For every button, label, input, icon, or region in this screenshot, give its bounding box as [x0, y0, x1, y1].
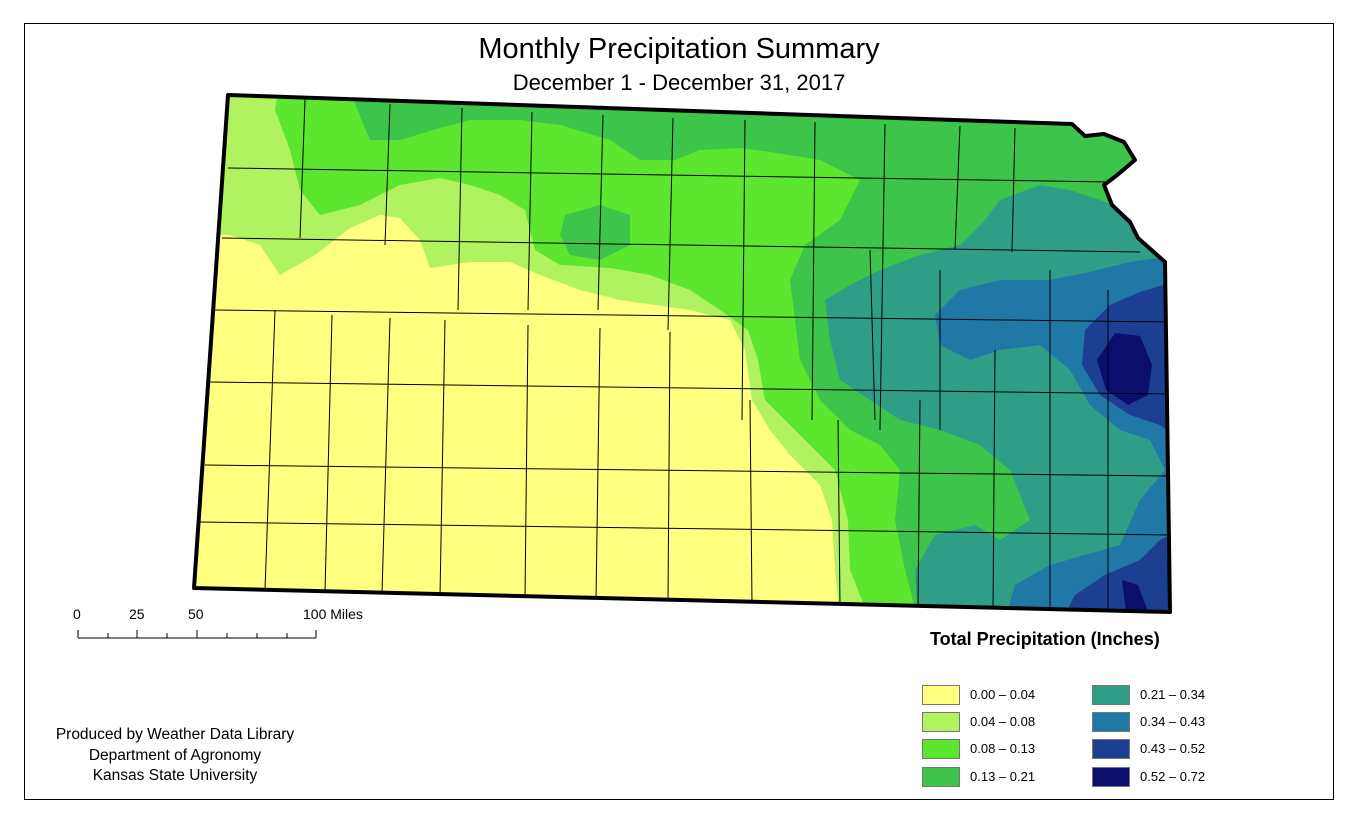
- scale-bar: [77, 630, 317, 639]
- legend-label: 0.13 – 0.21: [970, 769, 1036, 784]
- scale-label-50: 50: [188, 606, 204, 622]
- legend-label: 0.00 – 0.04: [970, 687, 1036, 702]
- scale-label-100: 100 Miles: [303, 606, 363, 622]
- legend-label: 0.43 – 0.52: [1140, 741, 1206, 756]
- legend-swatch: [1092, 739, 1130, 759]
- legend-item: 0.08 – 0.13: [922, 739, 1122, 761]
- legend-item: 0.52 – 0.72: [1092, 767, 1292, 789]
- zone-0.52-0.72-south: [1122, 580, 1148, 612]
- legend-swatch: [922, 685, 960, 705]
- scale-label-25: 25: [129, 606, 145, 622]
- legend-label: 0.21 – 0.34: [1140, 687, 1206, 702]
- credit-line: Produced by Weather Data Library: [55, 726, 295, 743]
- zone-0.52-0.72: [1097, 333, 1152, 405]
- credits: Produced by Weather Data Library Departm…: [30, 725, 320, 787]
- legend-swatch: [1092, 685, 1130, 705]
- legend-swatch: [922, 712, 960, 732]
- legend-swatch: [922, 739, 960, 759]
- scale-label-0: 0: [73, 606, 81, 622]
- legend-swatch: [1092, 767, 1130, 787]
- legend-label: 0.04 – 0.08: [970, 714, 1036, 729]
- map-frame: [24, 23, 1334, 800]
- legend-item: 0.04 – 0.08: [922, 712, 1122, 734]
- map-title: Monthly Precipitation Summary: [478, 33, 880, 65]
- legend-label: 0.34 – 0.43: [1140, 714, 1206, 729]
- zone-0.13-0.21: [345, 95, 1170, 612]
- legend-item: 0.21 – 0.34: [1092, 685, 1292, 707]
- legend-label: 0.08 – 0.13: [970, 741, 1036, 756]
- credit-line: Kansas State University: [92, 767, 258, 784]
- legend-label: 0.52 – 0.72: [1140, 769, 1206, 784]
- legend-swatch: [1092, 712, 1130, 732]
- legend-item: 0.34 – 0.43: [1092, 712, 1292, 734]
- zone-0.13-0.21-blob: [560, 205, 630, 260]
- precipitation-zones: [194, 95, 1170, 612]
- legend-item: 0.00 – 0.04: [922, 685, 1122, 707]
- legend-item: 0.43 – 0.52: [1092, 739, 1292, 761]
- legend-title: Total Precipitation (Inches): [930, 629, 1160, 649]
- legend-swatch: [922, 767, 960, 787]
- credit-line: Department of Agronomy: [88, 746, 262, 764]
- map-subtitle: December 1 - December 31, 2017: [512, 70, 846, 95]
- county-lines: [199, 99, 1169, 612]
- kansas-state-outline: [192, 93, 1172, 614]
- legend-item: 0.13 – 0.21: [922, 767, 1122, 789]
- zone-0.43-0.52-south: [1062, 530, 1170, 612]
